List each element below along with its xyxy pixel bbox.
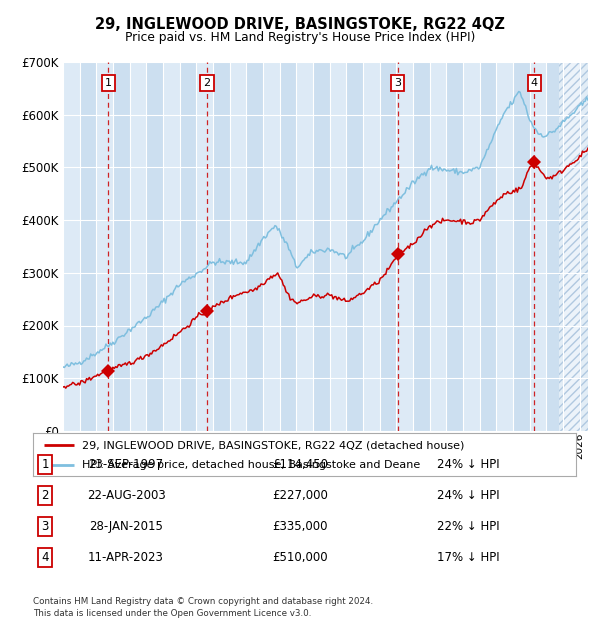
Bar [559,62,590,431]
Bar [563,62,580,431]
Bar [113,62,130,431]
Bar [230,62,247,431]
Bar [163,62,179,431]
Text: £227,000: £227,000 [272,489,328,502]
Bar [130,62,146,431]
Text: 1: 1 [105,78,112,88]
Bar [547,62,563,431]
Text: Contains HM Land Registry data © Crown copyright and database right 2024.
This d: Contains HM Land Registry data © Crown c… [33,597,373,618]
Text: 24% ↓ HPI: 24% ↓ HPI [437,458,499,471]
Text: £510,000: £510,000 [272,551,328,564]
Text: 17% ↓ HPI: 17% ↓ HPI [437,551,499,564]
Text: 28-JAN-2015: 28-JAN-2015 [89,520,163,533]
Text: 29, INGLEWOOD DRIVE, BASINGSTOKE, RG22 4QZ: 29, INGLEWOOD DRIVE, BASINGSTOKE, RG22 4… [95,17,505,32]
Bar [413,62,430,431]
Text: 24% ↓ HPI: 24% ↓ HPI [437,489,499,502]
Bar [313,62,329,431]
Text: 3: 3 [41,520,49,533]
Text: 1: 1 [41,458,49,471]
Bar [496,62,513,431]
Bar [97,62,113,431]
Bar [196,62,213,431]
Bar [559,62,590,431]
Bar [363,62,380,431]
Bar [446,62,463,431]
Bar [263,62,280,431]
Text: 22% ↓ HPI: 22% ↓ HPI [437,520,499,533]
Bar [463,62,479,431]
Text: 22-AUG-2003: 22-AUG-2003 [86,489,166,502]
Text: Price paid vs. HM Land Registry's House Price Index (HPI): Price paid vs. HM Land Registry's House … [125,31,475,44]
Text: 23-SEP-1997: 23-SEP-1997 [88,458,164,471]
Bar [397,62,413,431]
Text: 3: 3 [394,78,401,88]
Bar [247,62,263,431]
Bar [380,62,397,431]
Bar [80,62,97,431]
Bar [530,62,547,431]
Text: 4: 4 [531,78,538,88]
Bar [179,62,196,431]
Bar [346,62,363,431]
Bar [329,62,346,431]
Text: HPI: Average price, detached house, Basingstoke and Deane: HPI: Average price, detached house, Basi… [82,460,420,470]
Bar [296,62,313,431]
Text: 2: 2 [203,78,211,88]
Text: £335,000: £335,000 [272,520,328,533]
Bar [430,62,446,431]
Text: 11-APR-2023: 11-APR-2023 [88,551,164,564]
Bar [280,62,296,431]
Bar [213,62,230,431]
Text: 29, INGLEWOOD DRIVE, BASINGSTOKE, RG22 4QZ (detached house): 29, INGLEWOOD DRIVE, BASINGSTOKE, RG22 4… [82,440,464,450]
Text: 2: 2 [41,489,49,502]
Text: 4: 4 [41,551,49,564]
Bar [146,62,163,431]
Bar [479,62,496,431]
Bar [580,62,596,431]
Bar [63,62,80,431]
Bar [513,62,530,431]
Text: £114,450: £114,450 [272,458,328,471]
